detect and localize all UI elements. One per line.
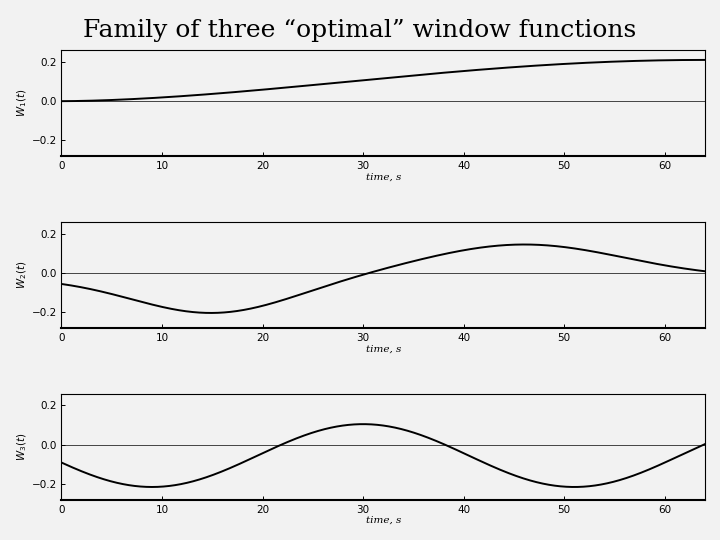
X-axis label: time, s: time, s: [366, 516, 401, 525]
Y-axis label: $W_2(t)$: $W_2(t)$: [15, 261, 29, 289]
X-axis label: time, s: time, s: [366, 344, 401, 353]
X-axis label: time, s: time, s: [366, 172, 401, 181]
Text: Family of three “optimal” window functions: Family of three “optimal” window functio…: [84, 19, 636, 42]
Y-axis label: $W_1(t)$: $W_1(t)$: [15, 89, 29, 117]
Y-axis label: $W_3(t)$: $W_3(t)$: [15, 433, 29, 461]
